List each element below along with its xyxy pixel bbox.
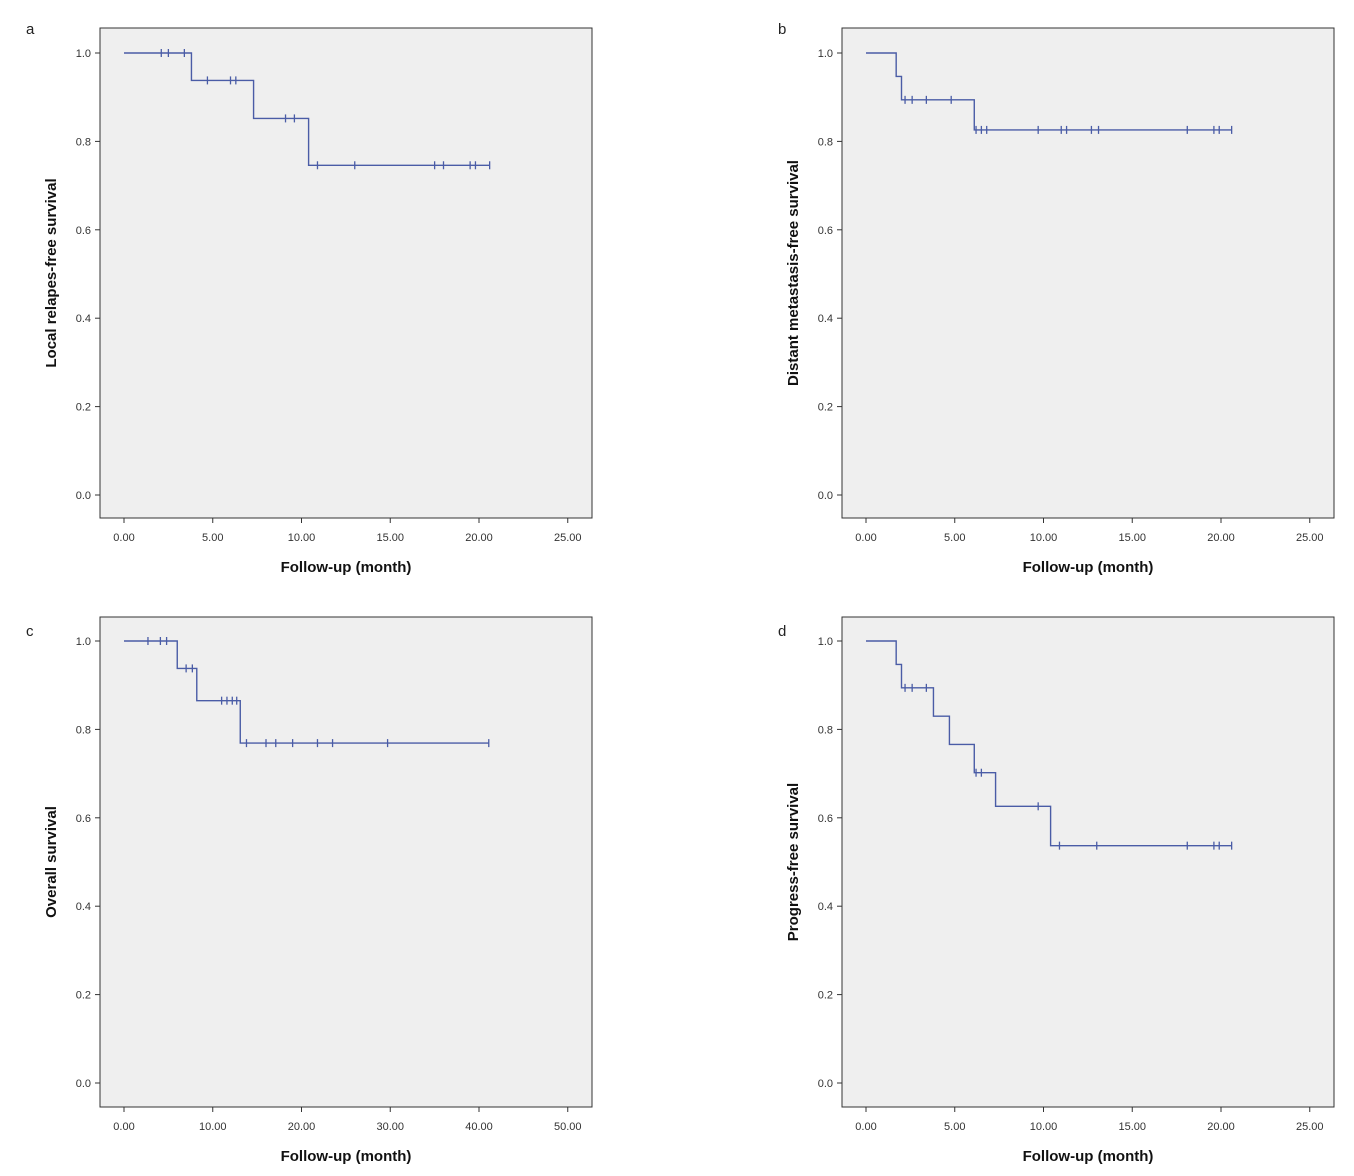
plot-area — [99, 616, 593, 1108]
plot-area — [841, 27, 1335, 519]
x-tick-label: 50.00 — [554, 1121, 582, 1133]
y-tick-label: 0.0 — [76, 490, 91, 502]
y-tick-label: 0.8 — [76, 136, 91, 148]
x-tick-label: 10.00 — [1030, 1121, 1058, 1133]
y-tick-label: 0.4 — [76, 901, 91, 913]
x-tick-label: 10.00 — [199, 1121, 227, 1133]
plot-area — [99, 27, 593, 519]
y-tick-label: 1.0 — [818, 48, 833, 60]
x-tick-label: 15.00 — [1118, 1121, 1146, 1133]
y-tick-label: 0.2 — [818, 990, 833, 1002]
x-axis-title: Follow-up (month) — [281, 1148, 412, 1165]
x-tick-label: 5.00 — [944, 1121, 965, 1133]
survival-curve — [124, 52, 490, 166]
y-tick-label: 0.6 — [76, 813, 91, 825]
x-tick-label: 0.00 — [855, 1121, 876, 1133]
y-tick-label: 0.4 — [818, 901, 833, 913]
x-tick-label: 40.00 — [465, 1121, 493, 1133]
y-axis-title: Progress-free survival — [785, 783, 802, 941]
y-tick-label: 0.0 — [818, 1078, 833, 1090]
y-tick-label: 0.4 — [818, 313, 833, 325]
panel-c: c 0.00 10.00 20.00 30.00 40.00 50.00 0.0 0.2 0.4 0… — [26, 616, 593, 1165]
y-tick-label: 0.0 — [76, 1078, 91, 1090]
y-tick-label: 0.2 — [818, 402, 833, 414]
survival-curve — [866, 52, 1232, 131]
panel-letter: c — [26, 623, 34, 640]
x-tick-label: 20.00 — [1207, 1121, 1235, 1133]
x-axis-title: Follow-up (month) — [1023, 559, 1154, 576]
y-tick-label: 0.0 — [818, 490, 833, 502]
panel-d: d 0.00 5.00 10.00 15.00 20.00 25.00 0.0 0.2 0.4 0.… — [778, 616, 1335, 1165]
y-axis-title: Local relapes-free survival — [43, 178, 60, 367]
y-tick-label: 0.2 — [76, 990, 91, 1002]
y-tick-label: 0.6 — [818, 813, 833, 825]
x-tick-label: 25.00 — [1296, 1121, 1324, 1133]
y-tick-label: 0.6 — [818, 225, 833, 237]
x-tick-label: 0.00 — [855, 532, 876, 544]
x-tick-label: 25.00 — [1296, 532, 1324, 544]
survival-curve — [866, 640, 1232, 847]
x-tick-label: 5.00 — [944, 532, 965, 544]
y-tick-label: 0.8 — [818, 724, 833, 736]
x-tick-label: 20.00 — [1207, 532, 1235, 544]
y-tick-label: 0.8 — [76, 724, 91, 736]
x-tick-label: 5.00 — [202, 532, 223, 544]
panel-b: b 0.00 5.00 10.00 15.00 20.00 25.00 0.0 0.2 0.4 0.… — [778, 21, 1335, 576]
y-tick-label: 1.0 — [76, 636, 91, 648]
x-axis-title: Follow-up (month) — [281, 559, 412, 576]
x-tick-label: 10.00 — [1030, 532, 1058, 544]
x-tick-label: 30.00 — [376, 1121, 404, 1133]
y-tick-label: 1.0 — [76, 48, 91, 60]
x-tick-label: 10.00 — [288, 532, 316, 544]
x-tick-label: 15.00 — [1118, 532, 1146, 544]
y-axis-title: Distant metastasis-free survival — [785, 160, 802, 386]
y-tick-label: 0.2 — [76, 402, 91, 414]
panel-letter: a — [26, 21, 35, 38]
y-tick-label: 0.8 — [818, 136, 833, 148]
y-axis-title: Overall survival — [43, 806, 60, 918]
plot-area — [841, 616, 1335, 1108]
x-tick-label: 0.00 — [113, 1121, 134, 1133]
survival-curve — [124, 640, 489, 744]
y-tick-label: 1.0 — [818, 636, 833, 648]
panel-a: a 0.00 5.00 10.00 15.00 20.00 25.00 0.0 0.2 0.4 0.… — [26, 21, 593, 576]
y-tick-label: 0.6 — [76, 225, 91, 237]
x-tick-label: 25.00 — [554, 532, 582, 544]
panel-letter: b — [778, 21, 786, 38]
x-tick-label: 0.00 — [113, 532, 134, 544]
x-tick-label: 20.00 — [465, 532, 493, 544]
x-tick-label: 15.00 — [376, 532, 404, 544]
y-tick-label: 0.4 — [76, 313, 91, 325]
x-axis-title: Follow-up (month) — [1023, 1148, 1154, 1165]
panel-letter: d — [778, 623, 786, 640]
x-tick-label: 20.00 — [288, 1121, 316, 1133]
